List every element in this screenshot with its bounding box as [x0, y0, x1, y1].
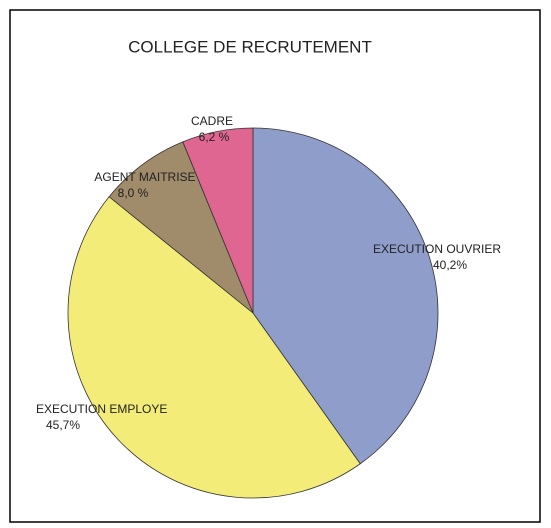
pie-slice [108, 141, 254, 314]
slice-label: CADRE [191, 114, 233, 128]
slice-label: EXECUTION OUVRIER [373, 242, 501, 256]
value-label: 40,2% [433, 258, 467, 272]
value-label: 6,2 % [199, 130, 230, 144]
value-label: 8,0 % [118, 186, 149, 200]
labels: EXECUTION OUVRIER 40,2% EXECUTION EMPLOYE 4… [36, 114, 501, 432]
pie [67, 127, 439, 499]
value-label: 45,7% [46, 418, 80, 432]
chart-title: COLLEGE DE RECRUTEMENT [128, 37, 372, 56]
pie-slice [252, 127, 439, 465]
pie-slice [182, 127, 254, 314]
slice-label: EXECUTION EMPLOYE [36, 402, 167, 416]
slice-label: AGENT MAITRISE [94, 170, 195, 184]
pie-slice [67, 196, 361, 499]
